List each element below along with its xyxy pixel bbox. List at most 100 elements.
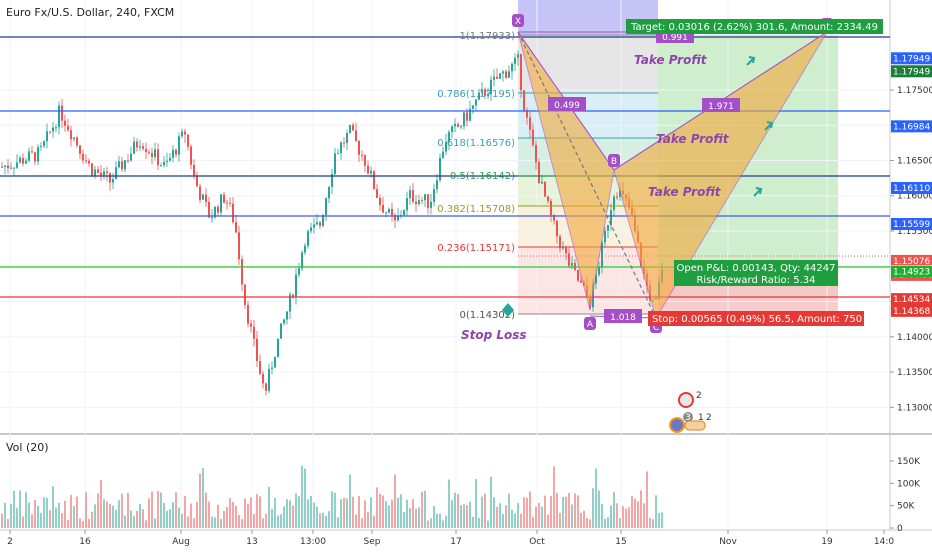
price-level-tag[interactable] [891, 293, 932, 306]
candle-body [370, 171, 372, 174]
split-icon[interactable] [684, 420, 706, 431]
candle-body [499, 73, 501, 79]
volume-bar [148, 498, 150, 528]
candle-body [115, 167, 117, 180]
event-badge-icon[interactable] [683, 412, 693, 422]
candle-body [88, 160, 90, 164]
volume-bar [493, 497, 495, 528]
volume-bar [451, 500, 453, 528]
volume-bar [571, 504, 573, 528]
volume-bar [619, 518, 621, 528]
volume-bar [583, 510, 585, 528]
annotation-stop-loss[interactable]: Stop Loss [461, 328, 527, 342]
time-axis[interactable]: 2 16 Aug 13 13:00 Sep 17 Oct 15 Nov 19 14:0 [7, 530, 894, 547]
price-level-tag-label: 1.14923 [893, 268, 930, 278]
target-label-box[interactable] [626, 19, 883, 34]
volume-bar [565, 496, 567, 528]
volume-bar [469, 501, 471, 528]
volume-bar [526, 497, 528, 528]
volume-bar [514, 513, 516, 528]
candle-body [559, 236, 561, 249]
volume-bar [172, 502, 174, 528]
fib-label-0618: 0.618(1.16576) [437, 138, 515, 149]
pattern-point-x[interactable] [512, 14, 524, 27]
candle-body [571, 263, 573, 266]
candle-body [310, 227, 312, 232]
candle-body [544, 181, 546, 197]
volume-bar [145, 520, 147, 528]
candle-body [376, 189, 378, 198]
ratio-badge-xb[interactable] [548, 97, 586, 111]
stop-label-box[interactable] [648, 311, 864, 326]
arrow-up-icon[interactable] [746, 56, 756, 66]
volume-bar [391, 499, 393, 528]
annotations[interactable]: Take Profit Take Profit Take Profit Stop… [461, 53, 774, 342]
candle-body [235, 222, 237, 233]
price-level-tag[interactable] [891, 52, 932, 65]
volume-bar [388, 505, 390, 528]
pattern-point-a[interactable] [584, 317, 596, 330]
volume-bar [340, 498, 342, 528]
candle-body [340, 142, 342, 154]
candle-body [277, 338, 279, 358]
price-level-tag[interactable] [891, 304, 932, 317]
volume-bar [370, 497, 372, 528]
pnl-label-box[interactable] [674, 260, 838, 286]
candle-body [259, 361, 261, 374]
price-level-tag[interactable] [891, 65, 932, 78]
candle-body [52, 127, 54, 132]
ratio-badge-bd[interactable] [702, 98, 740, 112]
price-level-tag[interactable] [891, 254, 932, 267]
arrow-up-icon[interactable] [764, 121, 774, 131]
volume-tick-label: 100K [897, 479, 921, 489]
price-level-tags[interactable]: 1.17949 1.17949 1.16984 1.16110 1.15599 1.150… [891, 52, 932, 317]
candle-body [523, 90, 525, 111]
candle-body [418, 200, 420, 205]
volume-bar [76, 496, 78, 528]
candle-body [82, 153, 84, 161]
volume-bar [196, 501, 198, 528]
volume-bar [217, 504, 219, 528]
candle-body [325, 198, 327, 216]
volume-bar [628, 507, 630, 528]
candle-body [427, 194, 429, 208]
price-level-tag[interactable] [891, 120, 932, 133]
volume-axis[interactable]: 150K 100K 50K 0 [890, 457, 921, 534]
volume-bar [286, 499, 288, 528]
candle-body [43, 141, 45, 147]
candle-body [298, 268, 300, 275]
volume-bar [655, 495, 657, 528]
time-tick-label: 13 [246, 537, 257, 547]
annotation-take-profit-3[interactable]: Take Profit [648, 185, 722, 199]
price-axis[interactable]: 1.175001.170001.165001.160001.155001.150… [890, 86, 932, 413]
pattern-point-c-label: C [653, 323, 659, 333]
volume-bar [187, 516, 189, 528]
volume-bar [10, 503, 12, 528]
candle-body [304, 245, 306, 253]
price-level-tag[interactable] [891, 181, 932, 194]
candle-body [292, 294, 294, 297]
candle-body [328, 186, 330, 199]
annotation-take-profit-2[interactable]: Take Profit [656, 132, 730, 146]
event-icons[interactable]: 2 3 1 2 [669, 391, 712, 433]
position-labels[interactable]: Target: 0.03016 (2.62%) 301.6, Amount: 2… [626, 19, 883, 326]
volume-bar [592, 488, 594, 528]
volume-bar [277, 515, 279, 528]
stop-loss-arrow-icon[interactable] [502, 303, 514, 317]
price-level-tag[interactable] [891, 265, 932, 278]
volume-bar [295, 493, 297, 528]
pattern-point-b[interactable] [608, 154, 620, 167]
dividend-icon[interactable] [669, 417, 685, 433]
candle-body [454, 123, 456, 127]
earnings-icon[interactable] [678, 392, 694, 408]
annotation-take-profit-1[interactable]: Take Profit [634, 53, 708, 67]
price-level-tag[interactable] [891, 218, 932, 231]
candle-body [34, 152, 36, 162]
arrow-up-icon[interactable] [753, 187, 763, 197]
ratio-badge-ac[interactable] [604, 309, 642, 323]
volume-bar [265, 513, 267, 528]
candle-body [514, 57, 516, 64]
volume-bar [121, 493, 123, 528]
